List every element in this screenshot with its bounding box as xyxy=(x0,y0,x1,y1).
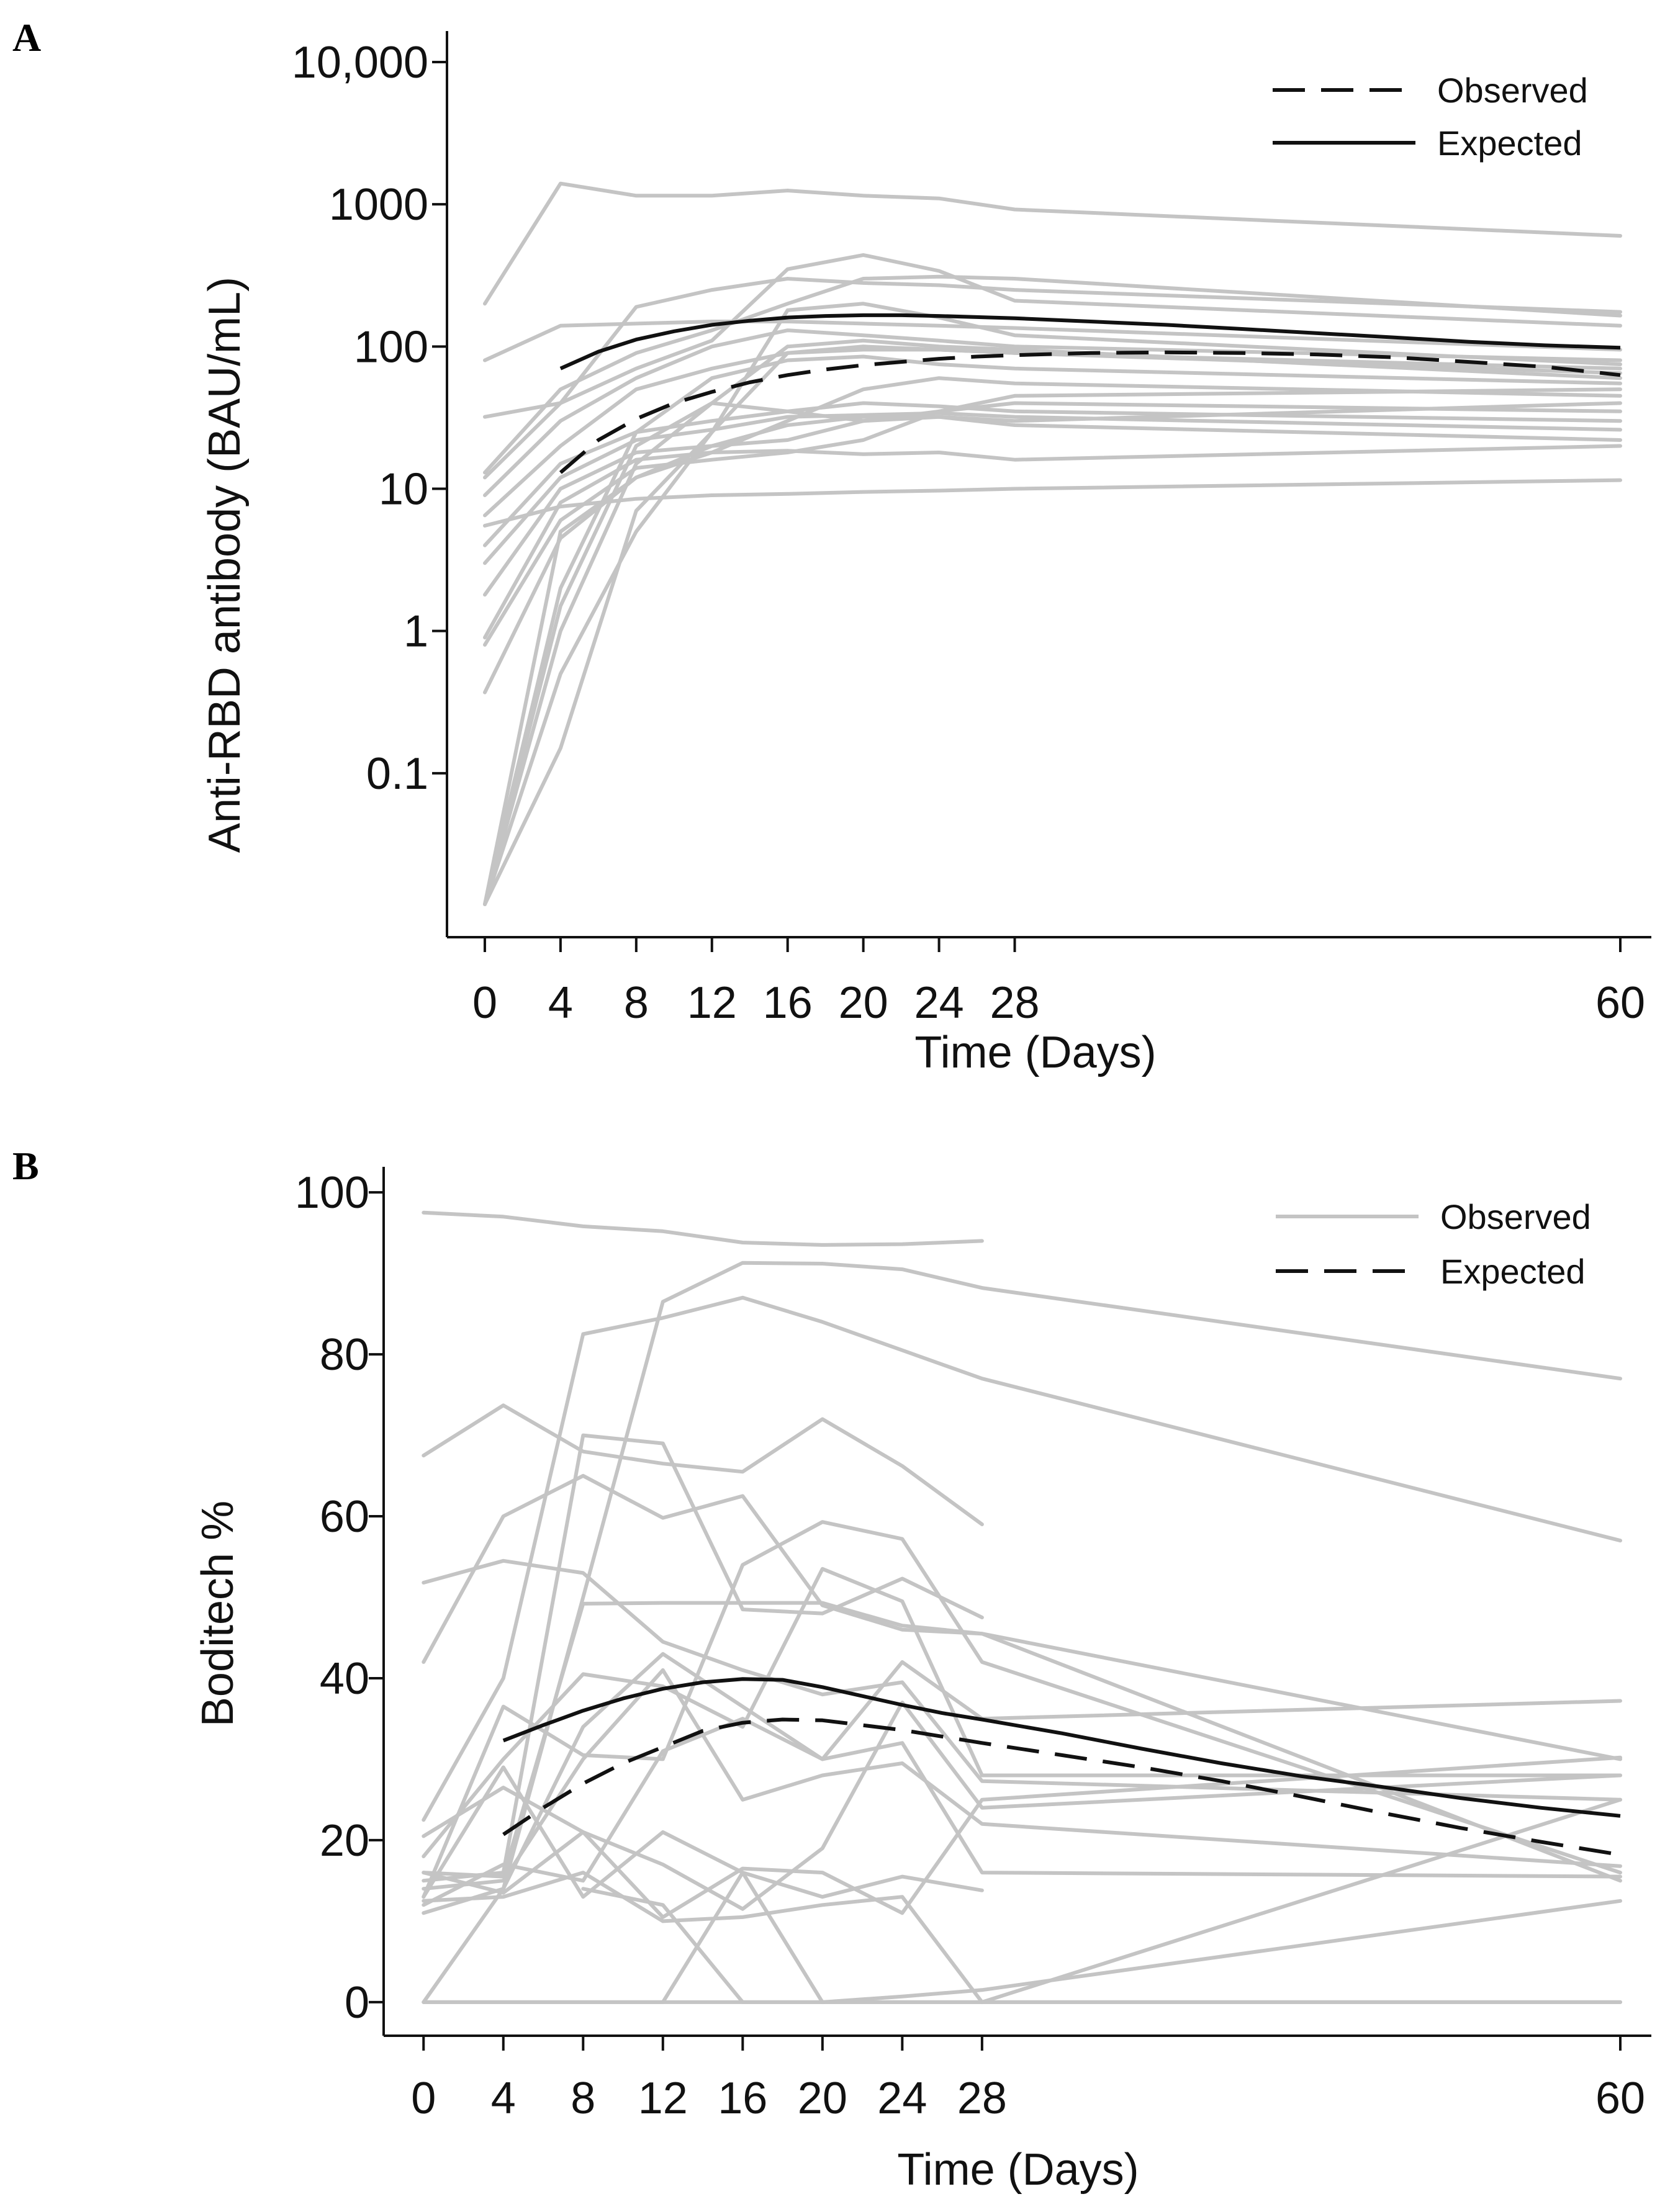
panel-a-x-tick-label: 8 xyxy=(624,978,649,1028)
panel-b-participant-line-14 xyxy=(422,1717,1622,1907)
panel-a-y-tick-label: 1 xyxy=(404,607,428,657)
panel-a-y-tick-label: 0.1 xyxy=(366,749,428,799)
panel-b-y-tick-label: 40 xyxy=(320,1654,369,1704)
panel-a-y-tick-label: 10,000 xyxy=(292,38,428,88)
panel-a: A 0.1 1 10 100 1000 10,000 0 4 8 12 16 20 24 28 60 Ti… xyxy=(12,16,1651,1077)
panel-b-participant-line-1 xyxy=(422,1210,984,1247)
panel-b-expected-curve xyxy=(502,1677,1621,1818)
panel-a-expected-curve xyxy=(559,313,1621,371)
panel-a-participant-line-10 xyxy=(483,411,1622,565)
panel-b-participant-line-12 xyxy=(422,1668,1622,1891)
panel-a-participant-line-5 xyxy=(483,253,1622,480)
panel-b-participant-line-4 xyxy=(422,1403,984,1527)
panel-a-participant-line-18 xyxy=(483,415,1622,906)
panel-a-x-axis-title: Time (Days) xyxy=(914,1028,1156,1077)
panel-b-y-tick-label: 0 xyxy=(345,1978,369,2028)
panel-b-x-tick-label: 28 xyxy=(957,2074,1007,2123)
panel-b-participant-line-8 xyxy=(422,1601,1622,1883)
panel-b-participant-line-20 xyxy=(581,1887,1622,2004)
panel-a-participant-line-4 xyxy=(483,274,1622,475)
panel-a-curves-group xyxy=(559,313,1621,474)
panel-a-y-tick-label: 10 xyxy=(379,465,428,515)
panel-b-participant-line-9 xyxy=(422,1520,1622,1899)
panel-a-legend-observed-label: Observed xyxy=(1437,71,1588,110)
panel-b-legend-observed-label: Observed xyxy=(1440,1197,1591,1236)
panel-a-participant-line-3 xyxy=(483,277,1622,419)
panel-a-participant-line-2 xyxy=(483,320,1622,362)
panel-a-x-tick-label: 20 xyxy=(839,978,888,1028)
panel-a-x-tick-label: 60 xyxy=(1595,978,1645,1028)
panel-b-x-tick-label: 0 xyxy=(411,2074,436,2123)
panel-a-participant-line-20 xyxy=(483,401,1622,906)
panel-b-y-tick-label: 100 xyxy=(295,1168,369,1218)
panel-b-x-axis-title: Time (Days) xyxy=(897,2145,1139,2195)
panel-b-y-tick-label: 20 xyxy=(320,1816,369,1866)
panel-b-legend: Observed Expected xyxy=(1276,1197,1591,1291)
panel-a-y-axis-title: Anti-RBD antibody (BAU/mL) xyxy=(200,277,250,853)
panel-a-participant-line-16 xyxy=(483,302,1622,906)
panel-a-x-ticks: 0 4 8 12 16 20 24 28 60 xyxy=(472,937,1645,1028)
panel-b-participant-line-11 xyxy=(422,1652,1622,1915)
panel-b-y-tick-label: 60 xyxy=(320,1492,369,1542)
panel-b-x-tick-label: 4 xyxy=(491,2074,516,2123)
panel-b-curves-group xyxy=(502,1677,1621,1857)
panel-a-participant-line-1 xyxy=(483,181,1622,306)
panel-b-x-tick-label: 60 xyxy=(1595,2074,1645,2123)
panel-a-x-tick-label: 28 xyxy=(990,978,1039,1028)
panel-b-participant-line-17 xyxy=(422,1797,1622,2004)
panel-a-x-tick-label: 24 xyxy=(914,978,964,1028)
panel-b-participant-line-13 xyxy=(422,1701,1622,1911)
panel-a-participant-line-11 xyxy=(483,401,1622,597)
panel-b-observed-curve xyxy=(502,1717,1621,1857)
panel-b-x-tick-label: 16 xyxy=(718,2074,767,2123)
panel-a-participant-line-15 xyxy=(483,338,1622,906)
panel-a-participant-line-14 xyxy=(483,376,1622,695)
panel-a-y-tick-label: 100 xyxy=(354,322,428,372)
panel-a-participant-line-17 xyxy=(483,354,1622,906)
panel-b: B 0 20 40 60 80 100 0 4 8 12 16 20 24 28 60 Time (Day… xyxy=(12,1144,1651,2195)
panel-b-participant-line-16 xyxy=(422,1755,1622,1919)
panel-b-x-tick-label: 20 xyxy=(798,2074,847,2123)
panel-a-participant-line-6 xyxy=(483,328,1622,497)
panel-a-legend-expected-label: Expected xyxy=(1437,124,1582,163)
panel-a-series-group xyxy=(483,181,1622,906)
panel-a-participant-line-19 xyxy=(483,344,1622,906)
panel-b-series-group xyxy=(422,1210,1622,2004)
panel-a-observed-curve xyxy=(559,350,1621,474)
panel-b-letter: B xyxy=(12,1144,39,1188)
panel-a-participant-line-13 xyxy=(483,387,1622,647)
panel-b-legend-expected-label: Expected xyxy=(1440,1252,1586,1291)
panel-a-letter: A xyxy=(12,16,41,60)
panel-b-y-tick-label: 80 xyxy=(320,1330,369,1380)
panel-a-legend: Observed Expected xyxy=(1273,71,1588,163)
panel-a-x-tick-label: 4 xyxy=(548,978,573,1028)
panel-b-y-axis-title: Boditech % xyxy=(193,1501,243,1727)
panel-a-x-tick-label: 12 xyxy=(687,978,737,1028)
panel-a-y-tick-label: 1000 xyxy=(329,180,428,230)
panel-a-x-tick-label: 16 xyxy=(763,978,813,1028)
panel-b-y-ticks: 0 20 40 60 80 100 xyxy=(295,1168,384,2028)
panel-a-y-ticks: 0.1 1 10 100 1000 10,000 xyxy=(292,38,447,799)
panel-b-participant-line-15 xyxy=(422,1765,984,1899)
panel-a-x-tick-label: 0 xyxy=(472,978,497,1028)
panel-b-x-tick-label: 8 xyxy=(571,2074,595,2123)
panel-b-participant-line-7 xyxy=(422,1433,984,1883)
panel-b-x-tick-label: 12 xyxy=(638,2074,688,2123)
panel-b-x-tick-label: 24 xyxy=(877,2074,927,2123)
panel-b-participant-line-6 xyxy=(422,1558,1622,1802)
panel-b-x-ticks: 0 4 8 12 16 20 24 28 60 xyxy=(411,2036,1645,2123)
